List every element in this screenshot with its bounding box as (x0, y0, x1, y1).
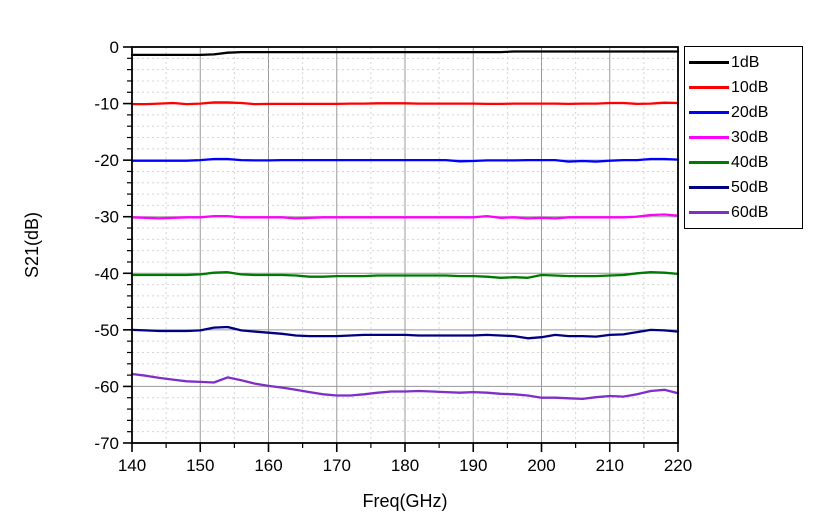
series-line-1dB (130, 50, 680, 57)
y-tick-label: -60 (94, 377, 119, 396)
y-tick-label: -20 (94, 151, 119, 170)
legend-item-50dB: 50dB (689, 175, 798, 200)
legend-item-30dB: 30dB (689, 125, 798, 150)
chart-legend: 1dB 10dB 20dB 30dB 40dB 50dB 60dB (684, 46, 803, 229)
y-tick-label: 0 (110, 38, 119, 57)
series-line-60dB (130, 372, 680, 401)
series-line-30dB (130, 213, 680, 220)
legend-line-sample (689, 186, 729, 189)
legend-item-20dB: 20dB (689, 100, 798, 125)
y-tick-label: -10 (94, 95, 119, 114)
legend-label: 40dB (731, 153, 769, 171)
legend-item-1dB: 1dB (689, 50, 798, 75)
x-tick-label: 160 (254, 456, 282, 475)
axis-ticks (123, 46, 679, 452)
x-tick-label: 170 (323, 456, 351, 475)
series-line-40dB (130, 271, 680, 279)
axis-tick-labels: 140 150 160 170 180 190 200 210 220 0 -10 -20 -30 -40… (94, 38, 692, 475)
legend-line-sample (689, 161, 729, 164)
legend-label: 20dB (731, 103, 769, 121)
x-tick-label: 150 (186, 456, 214, 475)
legend-line-sample (689, 136, 729, 139)
x-tick-label: 180 (391, 456, 419, 475)
legend-label: 30dB (731, 128, 769, 146)
y-tick-label: -70 (94, 434, 119, 453)
legend-line-sample (689, 61, 729, 64)
legend-item-40dB: 40dB (689, 150, 798, 175)
legend-label: 60dB (731, 203, 769, 221)
legend-label: 10dB (731, 78, 769, 96)
x-axis-title: Freq(GHz) (363, 491, 448, 511)
series-line-10dB (130, 101, 680, 106)
legend-item-10dB: 10dB (689, 75, 798, 100)
x-tick-label: 140 (118, 456, 146, 475)
legend-label: 1dB (731, 53, 760, 71)
legend-line-sample (689, 211, 729, 214)
x-tick-label: 220 (664, 456, 692, 475)
series-line-50dB (130, 325, 680, 340)
y-axis-title: S21(dB) (22, 212, 42, 278)
x-tick-label: 200 (527, 456, 555, 475)
legend-line-sample (689, 111, 729, 114)
y-tick-label: -40 (94, 264, 119, 283)
y-tick-label: -50 (94, 321, 119, 340)
series-lines (130, 50, 680, 401)
legend-item-60dB: 60dB (689, 200, 798, 225)
x-tick-label: 210 (596, 456, 624, 475)
x-tick-label: 190 (459, 456, 487, 475)
series-line-20dB (130, 157, 680, 163)
legend-label: 50dB (731, 178, 769, 196)
legend-line-sample (689, 86, 729, 89)
y-tick-label: -30 (94, 208, 119, 227)
